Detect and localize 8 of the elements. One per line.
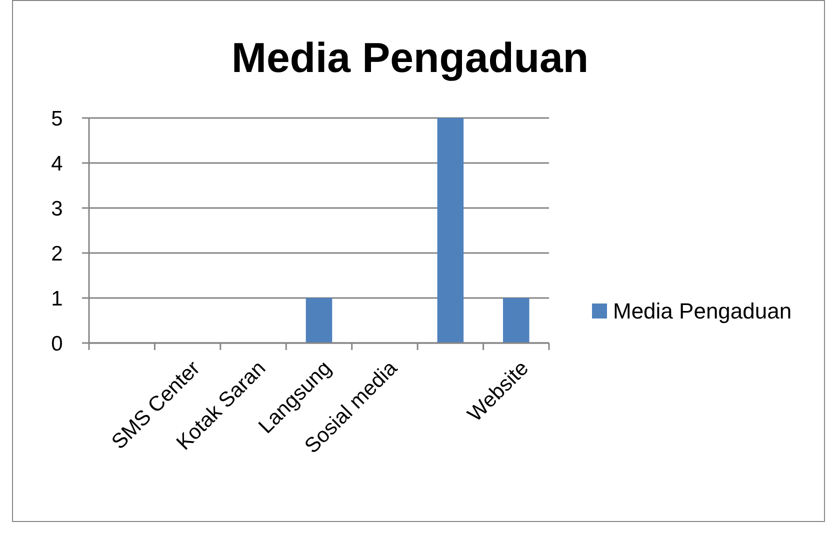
chart-title: Media Pengaduan [231,34,589,81]
y-tick-label: 4 [51,152,64,176]
y-tick-label: 5 [51,107,63,130]
y-tick-label: 1 [51,287,63,310]
y-tick-label: 2 [51,242,63,266]
y-tick-label: 3 [51,197,63,220]
legend-label: Media Pengaduan [613,298,792,324]
y-tick-label: 0 [51,332,63,356]
